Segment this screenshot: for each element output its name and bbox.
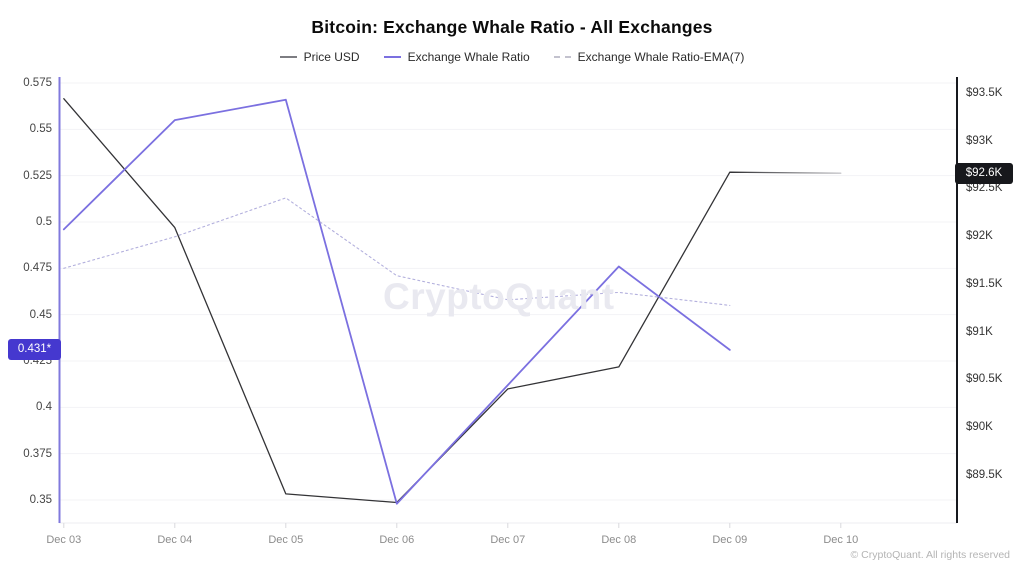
x-axis-tick-label: Dec 04 [157, 534, 193, 546]
chart-legend: Price USD Exchange Whale Ratio Exchange Wh… [0, 50, 1024, 64]
y-axis-tick-label: $89.5K [966, 468, 1003, 481]
legend-swatch [383, 56, 401, 58]
y-axis-tick-label: 0.4 [36, 401, 52, 414]
copyright-notice: © CryptoQuant. All rights reserved [850, 549, 1010, 561]
legend-item-price-usd[interactable]: Price USD [279, 50, 360, 64]
x-axis-tick-label: Dec 06 [379, 534, 415, 546]
series-lines [62, 98, 842, 505]
legend-swatch [553, 56, 571, 58]
y-axis-tick-label: $91K [966, 325, 993, 338]
right-axis-badge: $92.6K [955, 162, 1013, 184]
series-exchange-whale-ratio [62, 98, 731, 505]
y-axis-tick-label: 0.45 [29, 308, 52, 321]
legend-item-exchange-whale-ratio-ema-7-[interactable]: Exchange Whale Ratio-EMA(7) [553, 50, 745, 64]
x-axis-tick-label: Dec 10 [823, 534, 859, 546]
left-axis-badge: 0.431* [8, 339, 61, 361]
gridlines [59, 82, 957, 528]
y-axis-tick-label: 0.375 [23, 447, 52, 460]
legend-swatch [279, 56, 297, 58]
y-axis-tick-label: 0.525 [23, 169, 52, 182]
x-axis-tick-label: Dec 07 [490, 534, 526, 546]
y-axis-tick-label: 0.35 [29, 494, 52, 506]
legend-item-exchange-whale-ratio[interactable]: Exchange Whale Ratio [383, 50, 530, 64]
y-axis-tick-label: 0.5 [36, 216, 52, 228]
y-axis-tick-label: $92K [966, 230, 993, 243]
x-axis-tick-label: Dec 03 [46, 534, 82, 546]
x-axis-tick-label: Dec 08 [601, 534, 637, 546]
y-axis-tick-label: $93K [966, 134, 993, 147]
series-exchange-whale-ratio-ema-7- [63, 197, 731, 306]
legend-label: Price USD [303, 50, 360, 64]
y-axis-tick-label: $90K [966, 421, 993, 434]
x-axis-tick-label: Dec 05 [268, 534, 304, 546]
y-axis-tick-label: $93.5K [966, 87, 1003, 99]
axis-lines [58, 77, 958, 523]
x-axis-tick-label: Dec 09 [712, 534, 748, 546]
y-axis-tick-label: $92.5K [966, 182, 1003, 195]
legend-label: Exchange Whale Ratio-EMA(7) [577, 50, 745, 64]
legend-label: Exchange Whale Ratio [407, 50, 530, 64]
watermark: CryptoQuant [383, 276, 615, 317]
y-axis-tick-label: 0.55 [29, 123, 52, 136]
y-axis-tick-label: 0.575 [23, 77, 52, 89]
y-axis-tick-label: 0.475 [23, 262, 52, 275]
y-axis-tick-label: $91.5K [966, 277, 1003, 290]
y-axis-tick-label: $90.5K [966, 373, 1003, 386]
chart-title: Bitcoin: Exchange Whale Ratio - All Exch… [311, 17, 713, 37]
